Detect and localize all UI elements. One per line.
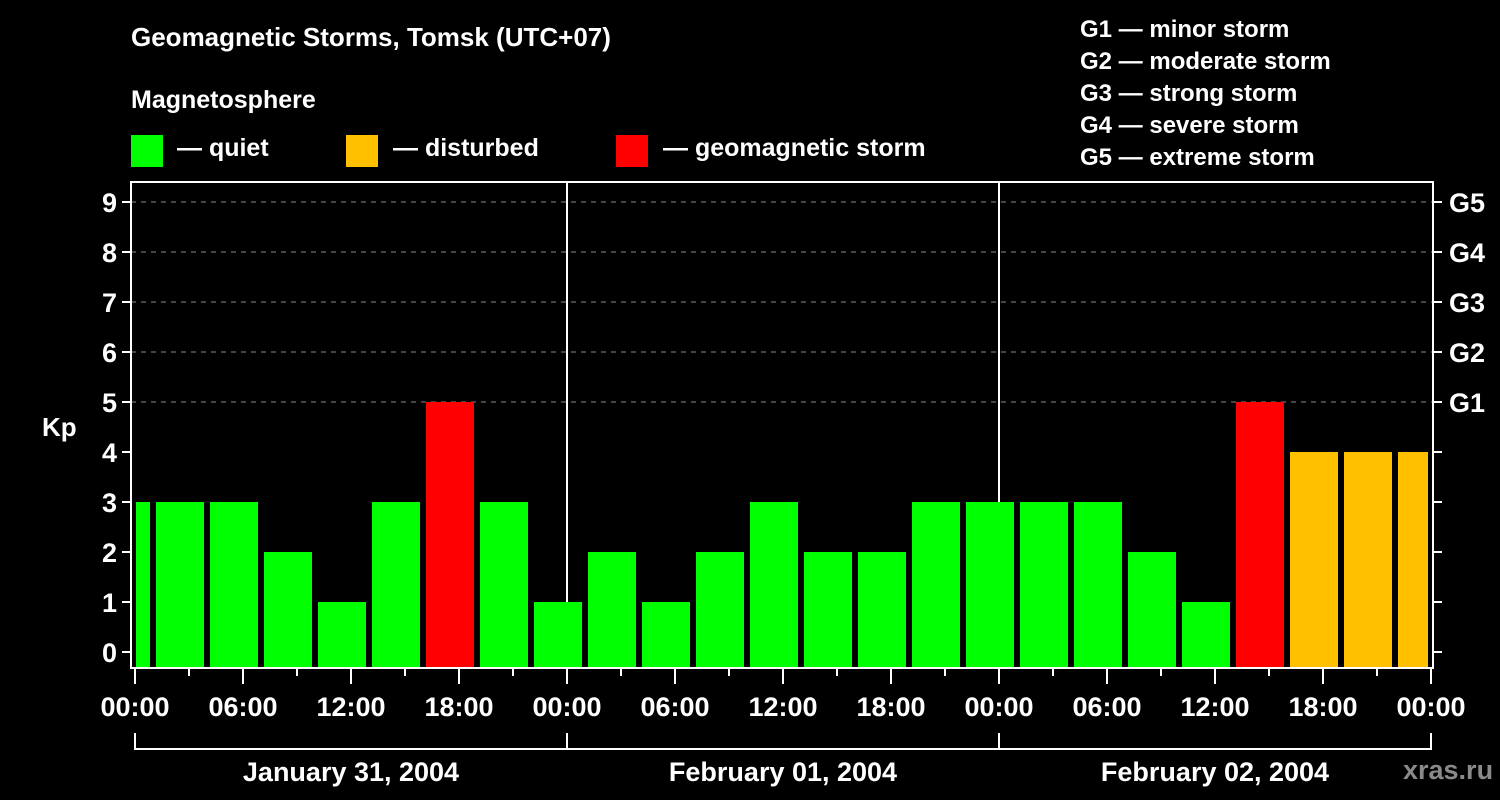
bar-quiet	[156, 502, 204, 667]
y-tick-label: 1	[102, 588, 117, 618]
bar-quiet	[588, 552, 636, 667]
y-axis-label: Kp	[42, 412, 77, 442]
bar-storm	[426, 402, 474, 667]
bar-quiet	[804, 552, 852, 667]
x-tick-label: 12:00	[316, 692, 385, 722]
storm-scale-g1: G1 — minor storm	[1080, 16, 1290, 43]
storm-scale-g4: G4 — severe storm	[1080, 112, 1299, 139]
bar-quiet	[136, 502, 150, 667]
y-tick-label: 2	[102, 538, 117, 568]
storm-scale-g2: G2 — moderate storm	[1080, 48, 1331, 75]
bar-quiet	[1128, 552, 1176, 667]
bar-disturbed	[1290, 452, 1338, 667]
bar-quiet	[966, 502, 1014, 667]
bar-quiet	[1074, 502, 1122, 667]
bar-storm	[1236, 402, 1284, 667]
bar-quiet	[1020, 502, 1068, 667]
bar-quiet	[750, 502, 798, 667]
y-tick-label: 8	[102, 238, 117, 268]
legend-swatch-disturbed	[346, 135, 378, 167]
y-tick-label: 6	[102, 338, 117, 368]
g-scale-label: G4	[1449, 238, 1485, 268]
g-scale-label: G1	[1449, 388, 1485, 418]
g-scale-label: G2	[1449, 338, 1485, 368]
x-tick-label: 00:00	[964, 692, 1033, 722]
y-tick-label: 9	[102, 188, 117, 218]
bar-quiet	[264, 552, 312, 667]
g-scale-label: G3	[1449, 288, 1485, 318]
day-label: February 01, 2004	[669, 757, 897, 787]
bar-quiet	[696, 552, 744, 667]
bar-quiet	[642, 602, 690, 667]
x-tick-label: 12:00	[748, 692, 817, 722]
day-label: January 31, 2004	[243, 757, 459, 787]
x-tick-label: 18:00	[856, 692, 925, 722]
bar-quiet	[858, 552, 906, 667]
y-tick-label: 5	[102, 388, 117, 418]
y-tick-label: 3	[102, 488, 117, 518]
legend-swatch-quiet	[131, 135, 163, 167]
x-tick-label: 18:00	[1288, 692, 1357, 722]
x-tick-label: 00:00	[1396, 692, 1465, 722]
x-tick-label: 00:00	[532, 692, 601, 722]
watermark: xras.ru	[1403, 755, 1494, 785]
x-tick-label: 06:00	[208, 692, 277, 722]
bar-quiet	[372, 502, 420, 667]
storm-scale-legend: G1 — minor storm G2 — moderate storm G3 …	[1080, 14, 1331, 174]
y-tick-label: 7	[102, 288, 117, 318]
bar-quiet	[480, 502, 528, 667]
x-tick-label: 18:00	[424, 692, 493, 722]
x-tick-label: 00:00	[100, 692, 169, 722]
bar-quiet	[210, 502, 258, 667]
x-tick-label: 12:00	[1180, 692, 1249, 722]
storm-scale-g5: G5 — extreme storm	[1080, 144, 1315, 171]
y-tick-label: 4	[102, 438, 117, 468]
g-scale-label: G5	[1449, 188, 1485, 218]
y-tick-label: 0	[102, 638, 117, 668]
legend-swatch-storm	[616, 135, 648, 167]
bar-quiet	[318, 602, 366, 667]
chart-title: Geomagnetic Storms, Tomsk (UTC+07)	[131, 22, 611, 52]
bar-disturbed	[1398, 452, 1428, 667]
storm-scale-g3: G3 — strong storm	[1080, 80, 1298, 107]
bar-quiet	[1182, 602, 1230, 667]
bar-disturbed	[1344, 452, 1392, 667]
chart-subtitle: Magnetosphere	[131, 86, 316, 114]
x-tick-label: 06:00	[640, 692, 709, 722]
bar-quiet	[534, 602, 582, 667]
x-tick-label: 06:00	[1072, 692, 1141, 722]
bar-quiet	[912, 502, 960, 667]
legend-label-disturbed: — disturbed	[393, 134, 539, 162]
legend-label-quiet: — quiet	[177, 134, 269, 162]
legend-label-storm: — geomagnetic storm	[663, 134, 926, 162]
day-label: February 02, 2004	[1101, 757, 1329, 787]
